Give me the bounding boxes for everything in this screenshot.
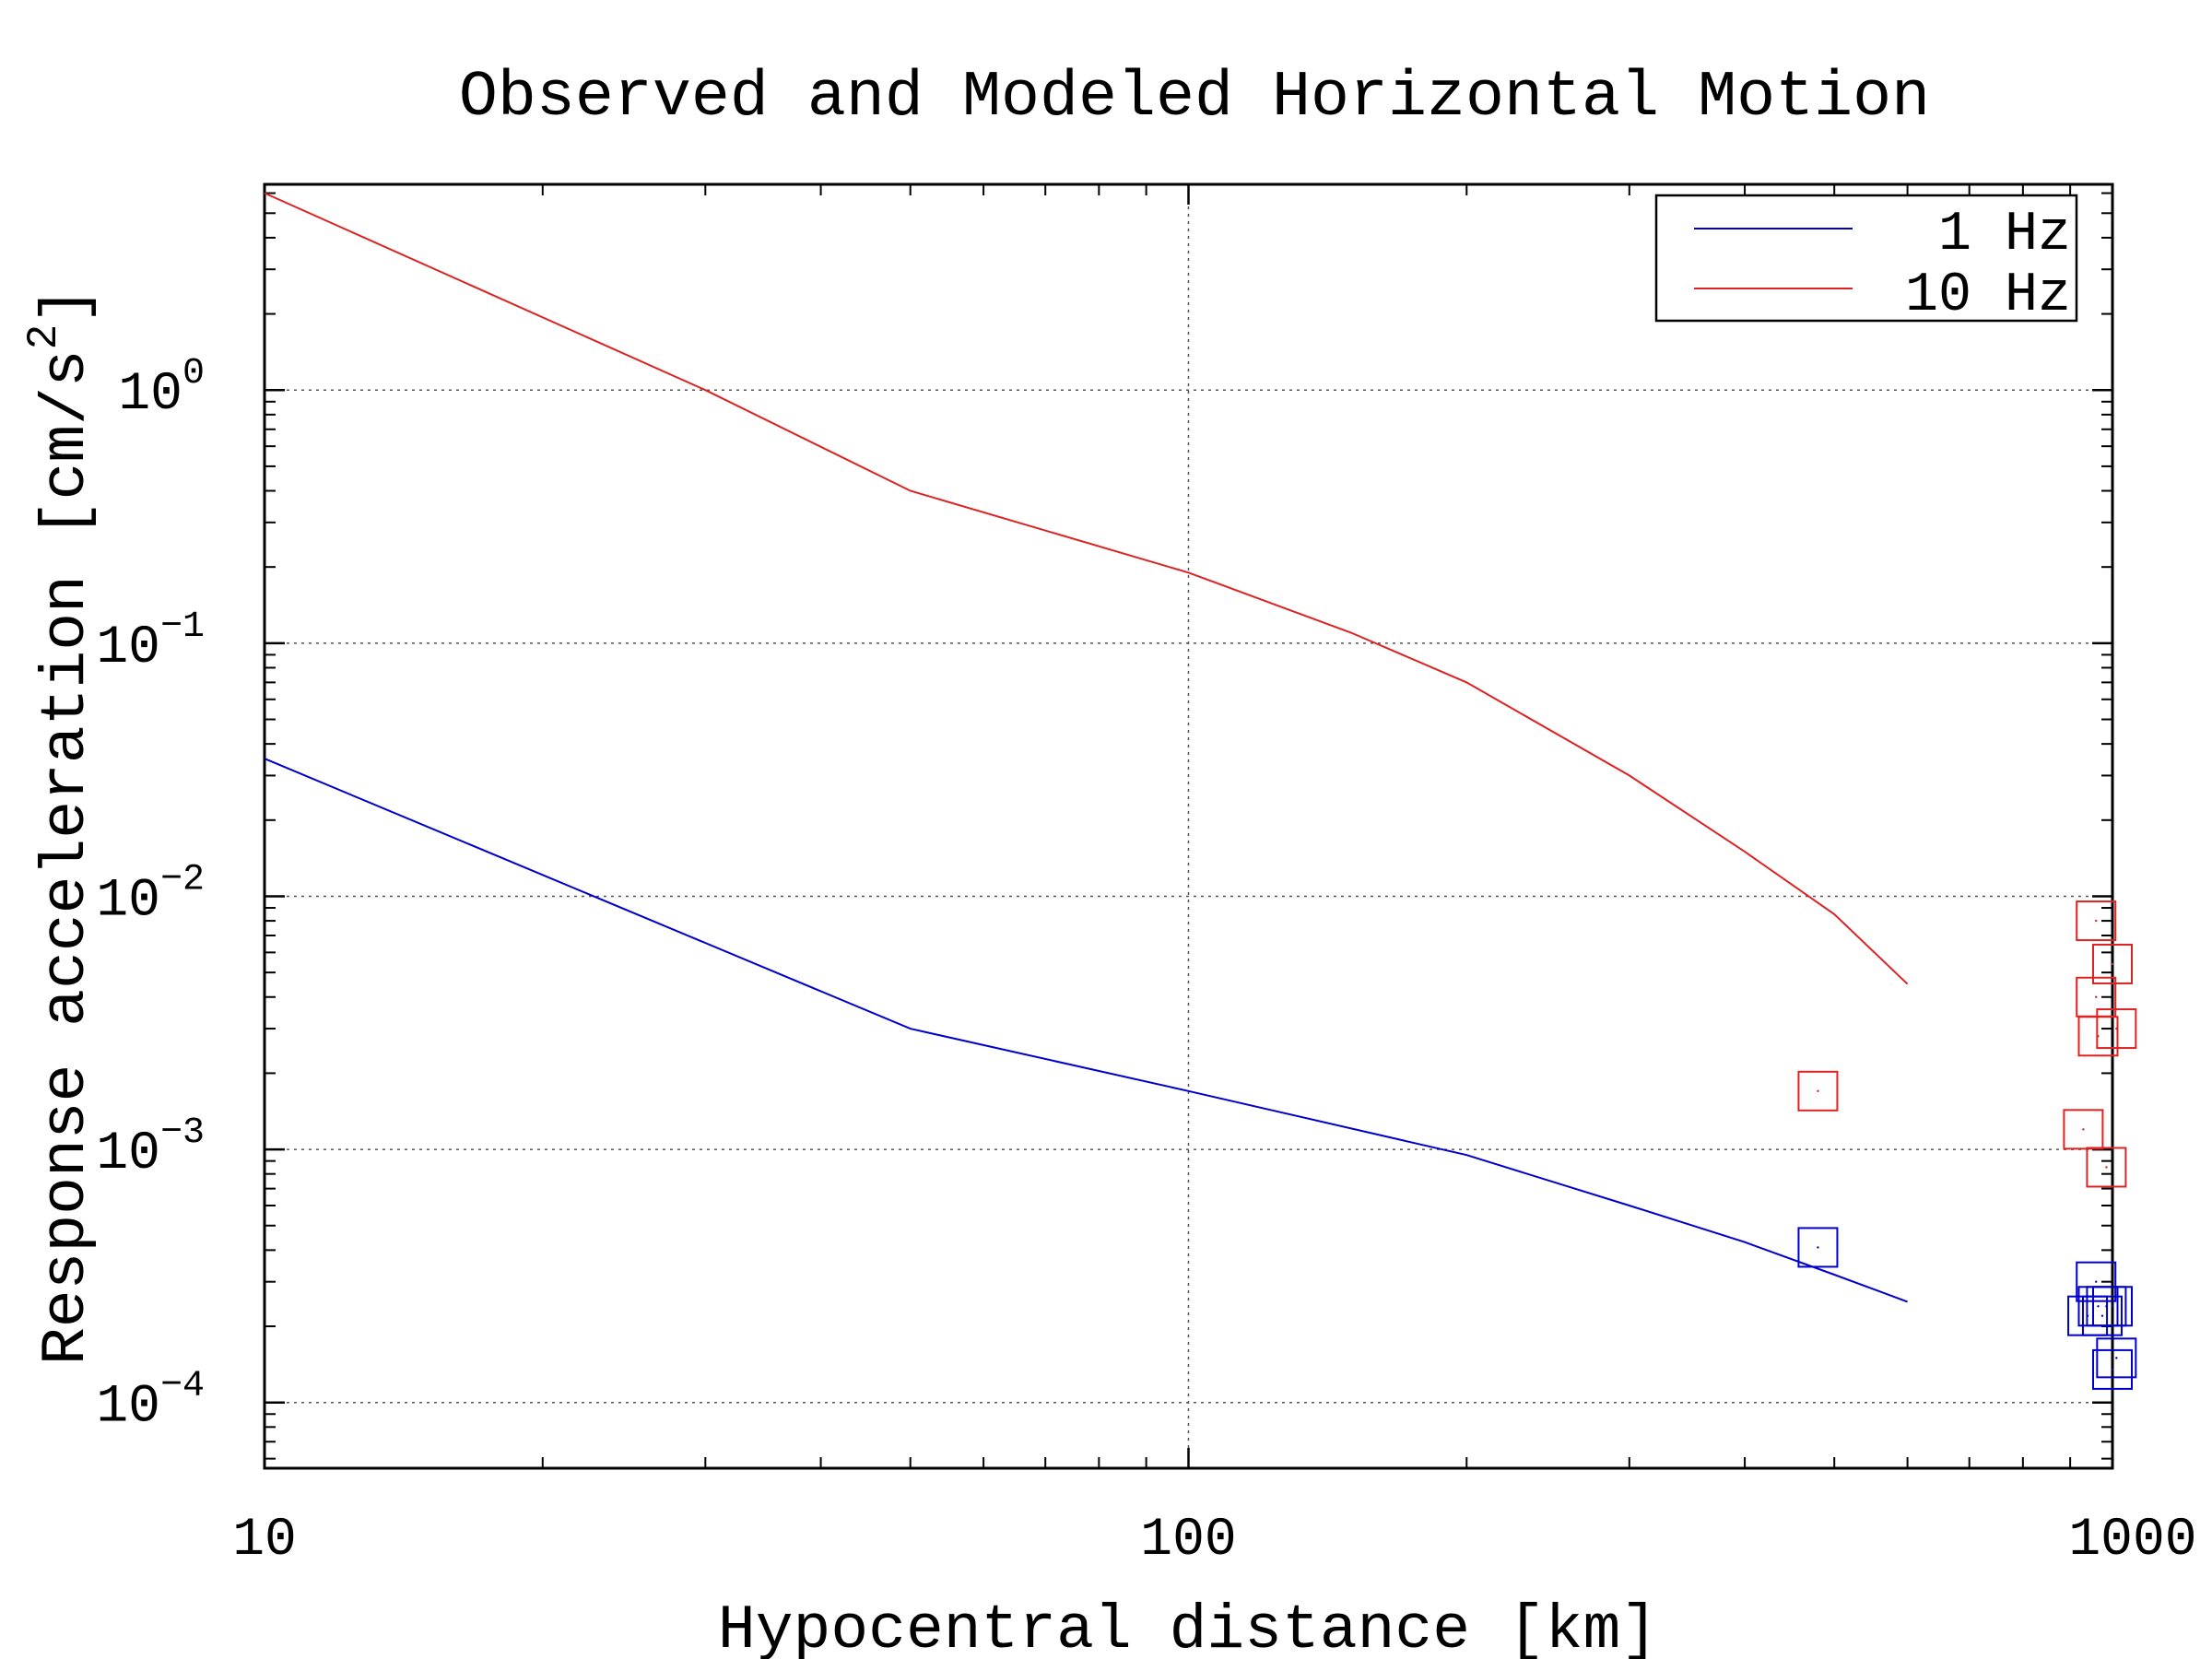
observed-point-0 bbox=[2100, 1314, 2104, 1317]
observed-point-0 bbox=[2115, 1357, 2118, 1359]
observed-marker-0 bbox=[2096, 1337, 2137, 1379]
observed-point-0 bbox=[2111, 1305, 2114, 1308]
y-axis-label-end: ] bbox=[31, 287, 102, 324]
observed-marker-0 bbox=[2076, 1261, 2117, 1302]
observed-point-0 bbox=[2097, 1305, 2100, 1308]
y-tick-exponent: 0 bbox=[182, 353, 205, 394]
observed-point-0 bbox=[1817, 1246, 1819, 1249]
observed-markers bbox=[1797, 900, 2137, 1390]
x-tick-label: 100 bbox=[1140, 1511, 1236, 1571]
observed-marker-1 bbox=[2063, 1109, 2104, 1150]
y-tick-exponent: −3 bbox=[160, 1112, 205, 1154]
legend: 1 Hz 10 Hz bbox=[1654, 194, 2078, 327]
y-tick-label: 10−4 bbox=[96, 1366, 205, 1438]
observed-marker-0 bbox=[2092, 1348, 2133, 1390]
y-tick-exponent: −4 bbox=[160, 1366, 205, 1407]
observed-point-1 bbox=[1817, 1089, 1819, 1092]
y-tick-label: 10−2 bbox=[96, 859, 205, 931]
observed-point-0 bbox=[2111, 1368, 2114, 1371]
observed-point-1 bbox=[2105, 1166, 2108, 1169]
y-tick-label: 10−1 bbox=[96, 606, 205, 678]
x-tick-labels: 10 100 1000 bbox=[232, 1511, 2196, 1571]
observed-marker-1 bbox=[2086, 1147, 2127, 1188]
series-lines bbox=[264, 192, 1909, 1303]
x-tick-label: 10 bbox=[232, 1511, 297, 1571]
observed-point-1 bbox=[2095, 919, 2098, 923]
observed-marker-1 bbox=[2096, 1008, 2137, 1050]
y-tick-base: 10 bbox=[96, 1124, 160, 1184]
plot-frame bbox=[263, 182, 2114, 1470]
y-tick-base: 10 bbox=[118, 365, 182, 425]
x-tick-label: 1000 bbox=[2068, 1511, 2196, 1571]
y-tick-base: 10 bbox=[96, 871, 160, 931]
legend-box bbox=[1654, 194, 2078, 323]
y-tick-exponent: −1 bbox=[160, 606, 205, 648]
y-tick-base: 10 bbox=[96, 618, 160, 678]
series-line-1 bbox=[264, 192, 1909, 985]
y-axis-label-superscript: 2 bbox=[20, 324, 68, 350]
tick-marks bbox=[263, 184, 2114, 1468]
observed-point-0 bbox=[2095, 1280, 2098, 1283]
y-axis-label: Response acceleration [cm/s2] bbox=[20, 287, 102, 1365]
y-tick-exponent: −2 bbox=[160, 859, 205, 900]
legend-label-10hz: 10 Hz bbox=[1905, 265, 2071, 327]
observed-point-1 bbox=[2095, 995, 2098, 998]
observed-marker-1 bbox=[2092, 943, 2133, 984]
observed-point-1 bbox=[2115, 1027, 2118, 1030]
y-tick-label: 100 bbox=[118, 353, 205, 425]
y-axis-label-main: Response acceleration [cm/s bbox=[31, 349, 102, 1365]
observed-point-1 bbox=[2082, 1128, 2085, 1131]
x-axis-label: Hypocentral distance [km] bbox=[718, 1595, 1658, 1659]
series-line-0 bbox=[264, 758, 1908, 1303]
observed-marker-1 bbox=[2077, 1016, 2119, 1057]
observed-point-0 bbox=[2105, 1305, 2108, 1308]
observed-marker-0 bbox=[2092, 1286, 2133, 1327]
chart-title: Observed and Modeled Horizontal Motion bbox=[459, 62, 1930, 135]
observed-marker-1 bbox=[2076, 900, 2117, 942]
legend-label-1hz: 1 Hz bbox=[1938, 204, 2071, 266]
y-tick-base: 10 bbox=[96, 1378, 160, 1438]
observed-marker-0 bbox=[2081, 1295, 2123, 1336]
observed-point-1 bbox=[2111, 962, 2114, 966]
grid-lines bbox=[265, 184, 2112, 1468]
observed-marker-0 bbox=[1797, 1227, 1839, 1268]
observed-marker-1 bbox=[1797, 1070, 1839, 1112]
y-tick-label: 10−3 bbox=[96, 1112, 205, 1184]
